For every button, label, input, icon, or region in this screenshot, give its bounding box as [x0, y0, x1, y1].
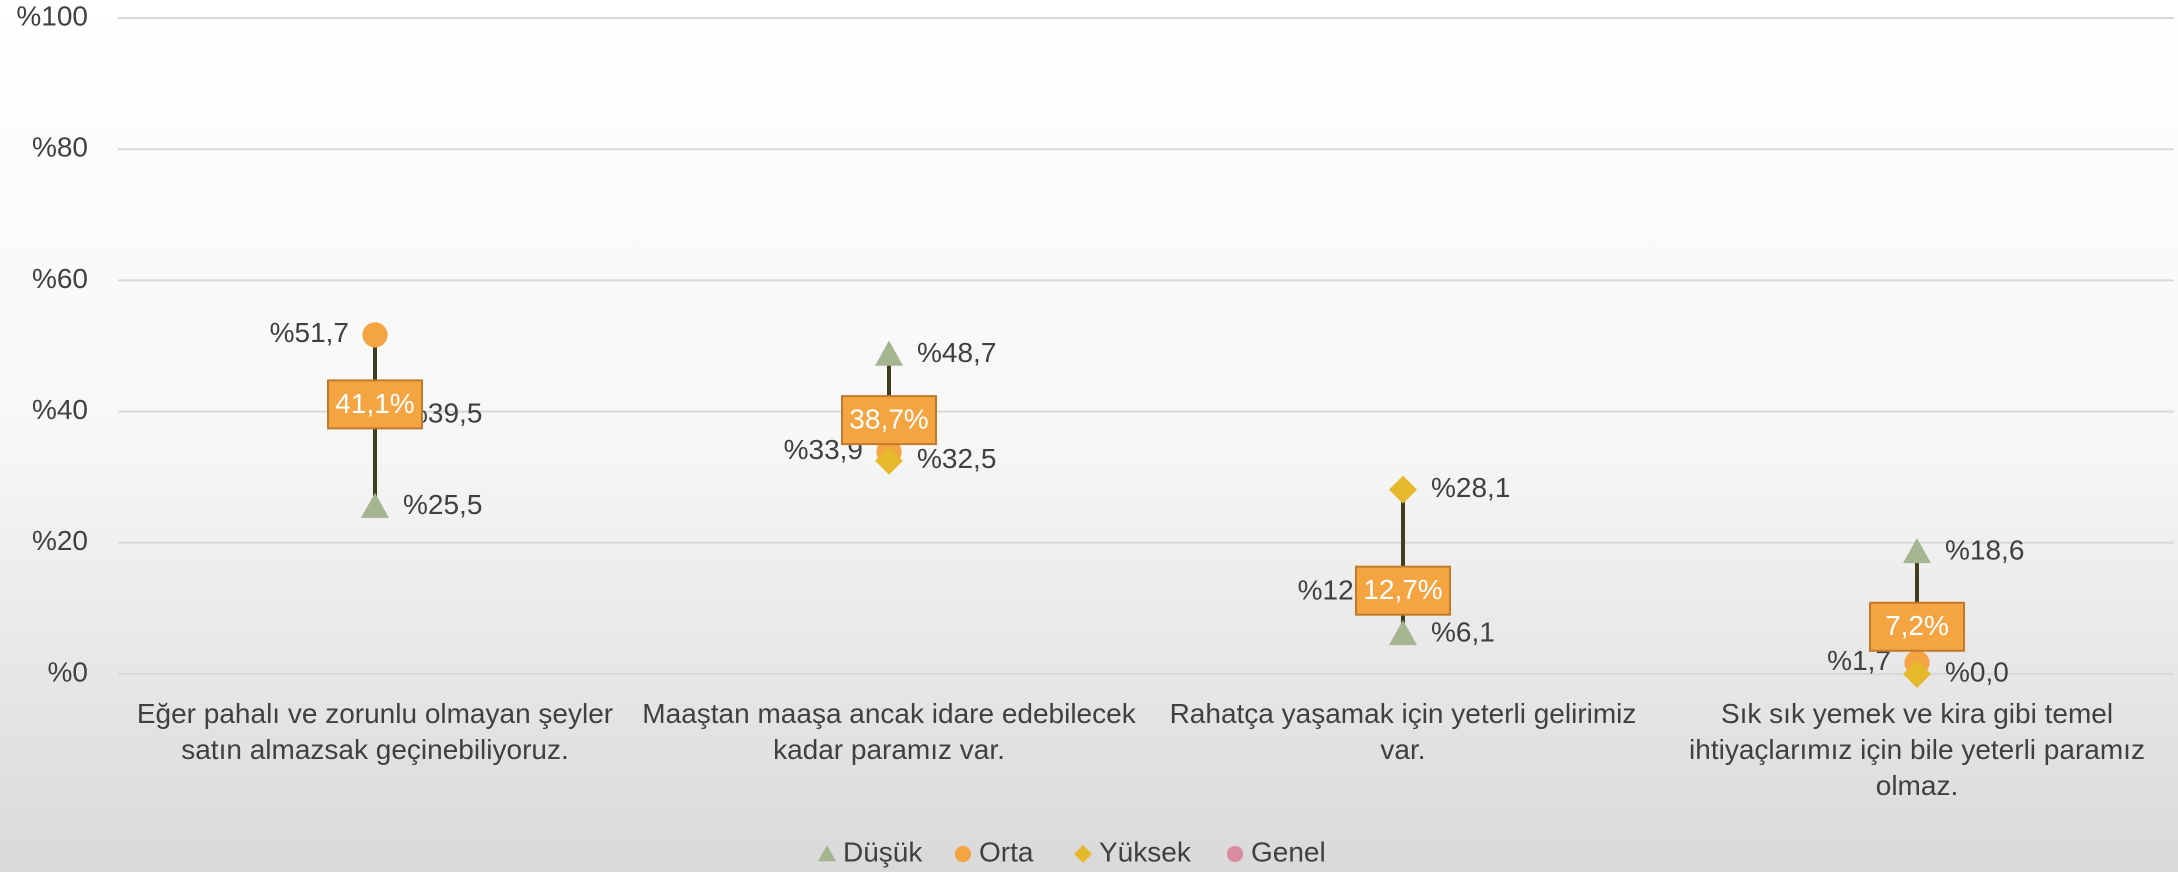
summary-label: 7,2%	[1885, 610, 1949, 641]
x-tick-label: Eğer pahalı ve zorunlu olmayan şeyler sa…	[136, 698, 614, 765]
y-tick-label: %0	[48, 656, 88, 687]
y-tick-label: %20	[32, 525, 88, 556]
y-tick-label: %80	[32, 132, 88, 163]
legend-label: Orta	[979, 836, 1034, 867]
data-label: %6,1	[1431, 616, 1495, 647]
marker	[362, 322, 388, 348]
marker	[1389, 475, 1417, 504]
data-label: %48,7	[917, 337, 996, 368]
marker	[1226, 845, 1244, 863]
summary-label: 12,7%	[1363, 574, 1442, 605]
y-tick-label: %100	[16, 0, 88, 31]
marker	[1903, 537, 1931, 564]
data-label: %25,5	[403, 489, 482, 520]
legend-label: Genel	[1251, 836, 1326, 867]
summary-label: 38,7%	[849, 404, 928, 435]
marker	[1074, 845, 1092, 863]
x-tick-label: Maaştan maaşa ancak idare edebilecek kad…	[642, 698, 1136, 765]
data-label: %18,6	[1945, 534, 2024, 565]
marker	[361, 492, 389, 518]
data-label: %51,7	[270, 317, 349, 348]
marker	[875, 340, 903, 366]
marker	[954, 845, 972, 863]
summary-box	[1355, 565, 1451, 616]
x-tick-label: Sık sık yemek ve kira gibi temel ihtiyaç…	[1689, 698, 2145, 801]
legend-label: Düşük	[843, 836, 923, 867]
y-tick-label: %60	[32, 263, 88, 294]
marker	[875, 446, 903, 475]
marker	[818, 845, 836, 862]
data-label: %32,5	[917, 443, 996, 474]
summary-box	[327, 379, 423, 430]
data-label: %0,0	[1945, 656, 2009, 687]
marker	[1903, 660, 1931, 688]
summary-label: 41,1%	[335, 388, 414, 419]
x-tick-label: Rahatça yaşamak için yeterli gelirimiz v…	[1169, 698, 1637, 765]
y-tick-label: %40	[32, 394, 88, 425]
summary-box	[1869, 601, 1965, 652]
data-label: %28,1	[1431, 472, 1510, 503]
summary-box	[841, 395, 937, 446]
marker	[1389, 619, 1417, 646]
legend-label: Yüksek	[1099, 836, 1192, 867]
